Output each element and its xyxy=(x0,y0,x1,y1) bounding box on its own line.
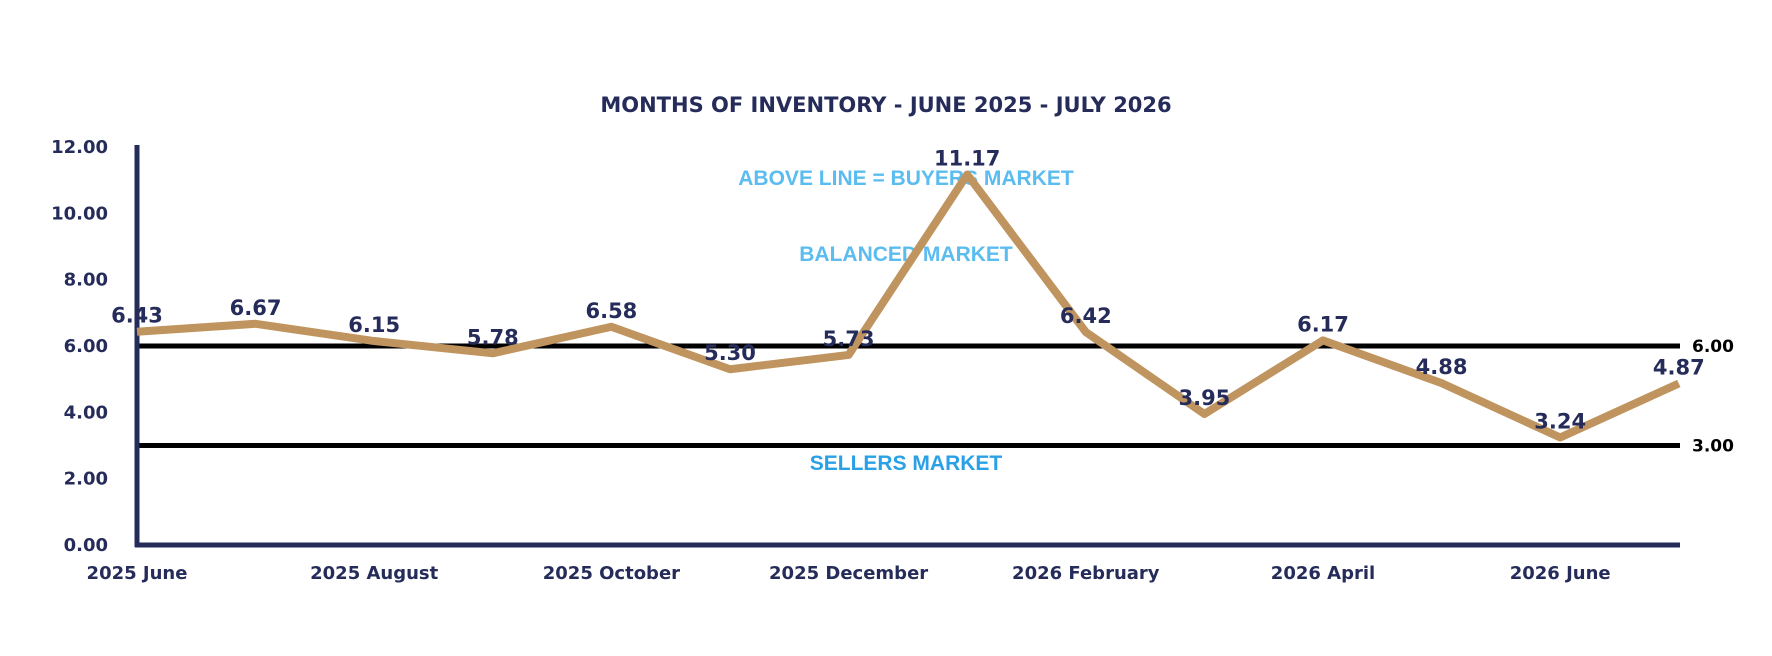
y-axis-ticks: 0.00 2.00 4.00 6.00 8.00 10.00 12.00 xyxy=(51,137,108,556)
data-label: 11.17 xyxy=(934,147,1000,171)
x-tick-label: 2026 February xyxy=(1012,563,1160,584)
data-label: 6.17 xyxy=(1297,312,1349,336)
y-tick-label: 0.00 xyxy=(64,535,108,556)
x-tick-label: 2025 August xyxy=(310,563,439,584)
data-label: 4.88 xyxy=(1416,355,1468,379)
market-annotation: SELLERS MARKET xyxy=(810,452,1003,475)
y-tick-label: 12.00 xyxy=(51,137,108,158)
y-tick-label: 10.00 xyxy=(51,203,108,224)
data-label: 6.15 xyxy=(348,313,400,337)
y-tick-label: 8.00 xyxy=(64,270,108,291)
axes xyxy=(134,145,1680,548)
series-lines xyxy=(136,170,1681,442)
market-annotation: BALANCED MARKET xyxy=(799,243,1013,266)
market-annotations: ABOVE LINE = BUYERS MARKET BALANCED MARKE… xyxy=(738,167,1074,475)
x-tick-label: 2025 June xyxy=(87,563,188,584)
series-line xyxy=(136,170,1681,442)
market-annotation: ABOVE LINE = BUYERS MARKET xyxy=(738,167,1074,190)
data-label: 6.67 xyxy=(230,296,282,320)
data-label: 5.73 xyxy=(823,327,875,351)
y-tick-label: 4.00 xyxy=(64,402,108,423)
y-tick-label: 2.00 xyxy=(64,469,108,490)
x-tick-label: 2025 December xyxy=(769,563,928,584)
reference-line-label: 3.00 xyxy=(1692,437,1734,457)
data-label: 3.24 xyxy=(1534,410,1586,434)
data-labels: 6.43 6.67 6.15 5.78 6.58 5.30 5.73 11.17 6.42 3.9… xyxy=(111,147,1705,434)
data-label: 5.78 xyxy=(467,325,519,349)
reference-lines: 6.00 3.00 xyxy=(137,337,1734,457)
x-axis-ticks: 2025 June 2025 August 2025 October 2025 Dec… xyxy=(87,563,1611,584)
reference-line-label: 6.00 xyxy=(1692,337,1734,357)
data-label: 5.30 xyxy=(704,341,756,365)
data-label: 6.42 xyxy=(1060,304,1112,328)
x-tick-label: 2026 April xyxy=(1271,563,1375,584)
x-tick-label: 2025 October xyxy=(543,563,680,584)
x-tick-label: 2026 June xyxy=(1510,563,1611,584)
data-label: 3.95 xyxy=(1178,386,1230,410)
chart-title: MONTHS OF INVENTORY - JUNE 2025 - JULY 2… xyxy=(600,93,1171,117)
data-label: 6.43 xyxy=(111,304,163,328)
data-label: 6.58 xyxy=(585,299,637,323)
data-label: 4.87 xyxy=(1653,355,1705,379)
y-tick-label: 6.00 xyxy=(64,336,108,357)
